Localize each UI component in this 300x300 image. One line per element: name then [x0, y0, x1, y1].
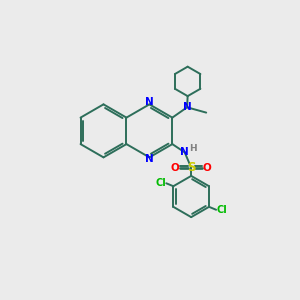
- Text: H: H: [189, 144, 197, 153]
- Text: N: N: [180, 147, 189, 158]
- Text: Cl: Cl: [216, 205, 227, 215]
- Text: N: N: [145, 97, 154, 107]
- Text: N: N: [145, 154, 154, 164]
- Text: O: O: [171, 163, 180, 173]
- Text: N: N: [183, 102, 191, 112]
- Text: Cl: Cl: [156, 178, 166, 188]
- Text: S: S: [187, 161, 195, 174]
- Text: O: O: [203, 163, 212, 173]
